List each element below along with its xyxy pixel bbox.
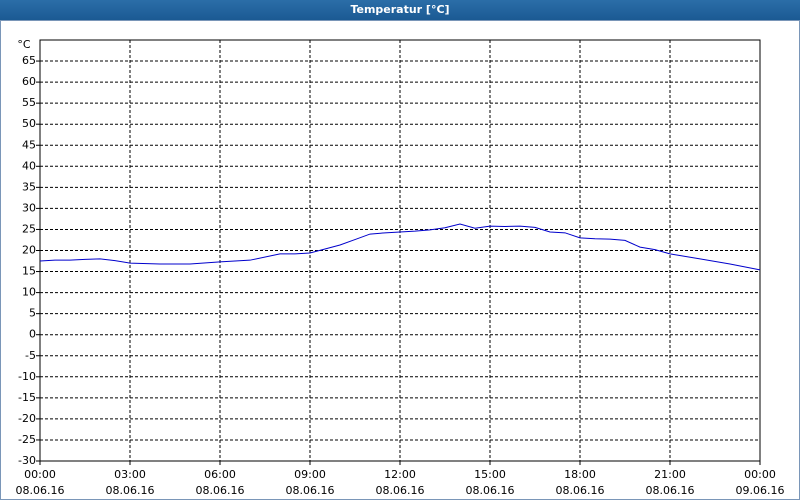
- y-tick-label: -5: [25, 349, 36, 362]
- x-tick-date: 08.06.16: [16, 484, 65, 497]
- x-tick-label: 09:00: [294, 468, 326, 481]
- x-tick-label: 21:00: [654, 468, 686, 481]
- chart-title: Temperatur [°C]: [350, 3, 450, 16]
- y-tick-label: 50: [22, 117, 36, 130]
- x-tick-date: 08.06.16: [286, 484, 335, 497]
- x-tick-date: 08.06.16: [466, 484, 515, 497]
- y-tick-label: 0: [29, 328, 36, 341]
- y-tick-label: 35: [22, 180, 36, 193]
- y-tick-label: 25: [22, 222, 36, 235]
- title-bar: Temperatur [°C]: [0, 0, 800, 20]
- y-tick-label: 60: [22, 75, 36, 88]
- line: [39, 223, 761, 271]
- y-tick-label: 65: [22, 54, 36, 67]
- y-tick-label: 15: [22, 265, 36, 278]
- x-tick-label: 03:00: [114, 468, 146, 481]
- y-tick-label: 30: [22, 201, 36, 214]
- y-tick-label: -25: [18, 433, 36, 446]
- x-tick-date: 08.06.16: [106, 484, 155, 497]
- plot-frame: [39, 39, 761, 462]
- y-tick-label: 40: [22, 159, 36, 172]
- y-tick-label: 20: [22, 244, 36, 257]
- y-tick-label: 10: [22, 286, 36, 299]
- y-tick-label: 5: [29, 307, 36, 320]
- y-tick-label: 55: [22, 96, 36, 109]
- y-tick-label: -30: [18, 454, 36, 467]
- x-tick-date: 08.06.16: [646, 484, 695, 497]
- x-tick-label: 18:00: [564, 468, 596, 481]
- y-tick-label: -20: [18, 412, 36, 425]
- y-tick-label: 45: [22, 138, 36, 151]
- y-tick-label: -15: [18, 391, 36, 404]
- x-tick-date: 08.06.16: [556, 484, 605, 497]
- x-tick-date: 08.06.16: [376, 484, 425, 497]
- x-tick-label: 06:00: [204, 468, 236, 481]
- x-tick-date: 09.06.16: [736, 484, 785, 497]
- x-tick-label: 15:00: [474, 468, 506, 481]
- y-unit: °C: [17, 38, 31, 51]
- y-tick-label: -10: [18, 370, 36, 383]
- x-tick-label: 00:00: [24, 468, 56, 481]
- x-tick-label: 12:00: [384, 468, 416, 481]
- chart: °C -30 -25 -20 -15 -10 -5 0 5 10 15 20 25 30 35 40 45 50…: [0, 20, 800, 500]
- x-tick-label: 00:00: [744, 468, 776, 481]
- x-tick-date: 08.06.16: [196, 484, 245, 497]
